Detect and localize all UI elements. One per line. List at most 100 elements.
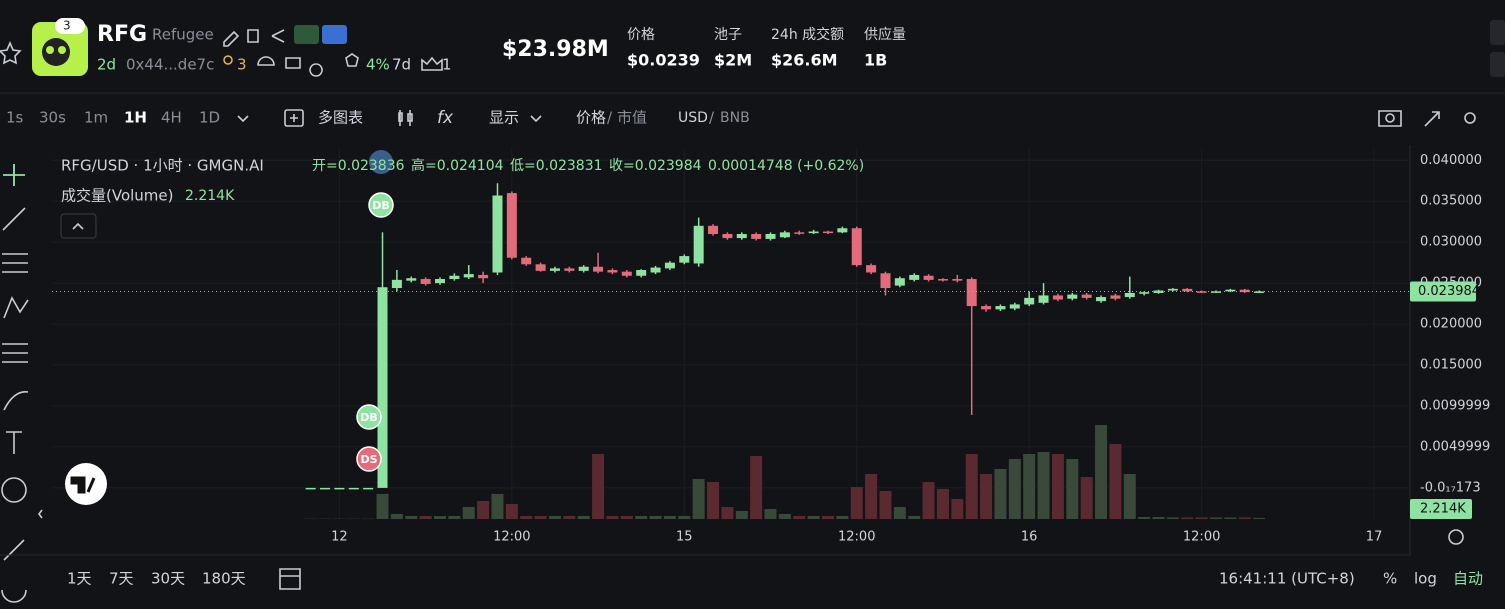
candle-body	[492, 196, 502, 273]
candle-body	[1182, 289, 1192, 291]
range[interactable]: 7天	[109, 570, 134, 588]
candle-body	[837, 228, 847, 232]
y-tick-label: -0.0₁₇173	[1420, 480, 1481, 495]
volume-bar	[1095, 425, 1107, 519]
price-toggle[interactable]: 价格	[576, 109, 606, 127]
ohlc-value: 0.00014748 (+0.62%)	[708, 158, 864, 174]
volume-bar	[721, 507, 733, 519]
bnb-toggle[interactable]: BNB	[720, 110, 750, 126]
stat-label: 池子	[714, 27, 742, 43]
range[interactable]: 30天	[151, 570, 185, 588]
volume-bar	[491, 494, 503, 519]
candle-body	[780, 232, 790, 237]
interval[interactable]: 1D	[199, 109, 220, 127]
token-name: Refugee	[152, 26, 214, 44]
side-button[interactable]	[1490, 20, 1505, 45]
candle-body	[1039, 295, 1049, 302]
stat-value: $2M	[714, 51, 752, 70]
candle-body	[478, 275, 488, 278]
volume-bar	[621, 516, 633, 519]
candle-body	[1154, 291, 1164, 293]
log-toggle[interactable]: log	[1414, 570, 1437, 588]
multi-chart[interactable]: 多图表	[318, 109, 363, 127]
volume-bar	[1253, 518, 1265, 519]
candle-body	[1110, 295, 1120, 298]
volume-bar	[1066, 459, 1078, 519]
y-tick-label: 0.030000	[1420, 235, 1482, 250]
avatar-face	[42, 38, 70, 66]
candle-body	[981, 306, 991, 309]
candle-body	[1125, 293, 1135, 297]
fx-icon[interactable]: fx	[437, 108, 454, 128]
y-tick-label: 0.0099999	[1420, 398, 1490, 413]
volume-bar	[592, 454, 604, 519]
volume-bar	[966, 454, 978, 519]
volume-bar	[1239, 518, 1251, 520]
tag	[322, 25, 347, 44]
display[interactable]: 显示	[489, 109, 519, 127]
candle-body	[708, 226, 718, 234]
range[interactable]: 180天	[202, 570, 246, 588]
volume-bar	[951, 499, 963, 519]
usd-toggle[interactable]: USD	[678, 110, 708, 126]
interval[interactable]: 1H	[124, 109, 147, 127]
volume-tag-label: 2.214K	[1420, 502, 1466, 517]
stat-label: 价格	[627, 27, 655, 43]
age: 2d	[97, 56, 116, 74]
volume-bar	[420, 516, 432, 519]
volume-bar	[391, 514, 403, 519]
candle-body	[952, 279, 962, 281]
candle-body	[651, 268, 661, 273]
x-tick-label: 12:00	[493, 530, 530, 545]
candle-body	[909, 275, 919, 280]
candle-body	[1139, 292, 1149, 294]
auto-toggle[interactable]: 自动	[1453, 570, 1483, 588]
candle-body	[924, 276, 934, 280]
interval[interactable]: 1s	[6, 109, 24, 127]
candle-body	[722, 234, 732, 238]
volume-bar	[606, 516, 618, 519]
volume-bar	[1210, 518, 1222, 520]
volume-bar	[549, 516, 561, 519]
candle-body	[1082, 295, 1092, 298]
avatar-eye	[58, 46, 66, 54]
volume-bar	[937, 489, 949, 519]
trade-marker-label: DB	[360, 411, 378, 424]
y-tick-label: 0.015000	[1420, 358, 1482, 373]
percent-toggle[interactable]: %	[1383, 570, 1397, 588]
side-button[interactable]	[1490, 52, 1505, 77]
volume-current: 2.214K	[185, 188, 235, 204]
holders: 3	[237, 56, 247, 74]
volume-bar	[1023, 454, 1035, 519]
candle-body	[766, 234, 776, 239]
y-tick-label: 0.020000	[1420, 317, 1482, 332]
ohlc-value: 低=0.023831	[510, 158, 603, 174]
candle-body	[435, 279, 445, 283]
market-value-toggle[interactable]: 市值	[617, 109, 647, 127]
avatar-eye	[46, 46, 54, 54]
tag	[294, 25, 319, 44]
candle-body	[665, 263, 675, 269]
candle-body	[694, 226, 704, 264]
candle-body	[679, 256, 689, 263]
interval[interactable]: 4H	[161, 109, 182, 127]
volume-bar	[635, 516, 647, 519]
candle-body	[507, 193, 517, 258]
volume-bar	[980, 474, 992, 519]
percent: 4%	[366, 56, 390, 74]
volume-bar	[506, 504, 518, 519]
interval[interactable]: 30s	[39, 109, 66, 127]
candle-body	[751, 234, 761, 239]
volume-bar	[1138, 517, 1150, 519]
interval[interactable]: 1m	[84, 109, 108, 127]
candle-body	[1024, 298, 1034, 305]
range[interactable]: 1天	[67, 570, 92, 588]
candle-body	[1096, 297, 1106, 301]
chart-title: RFG/USD · 1小时 · GMGN.AI	[61, 157, 264, 175]
volume-bar	[448, 516, 460, 519]
volume-bar	[779, 514, 791, 519]
stat-value: 1B	[864, 51, 887, 70]
volume-bar	[1052, 454, 1064, 519]
